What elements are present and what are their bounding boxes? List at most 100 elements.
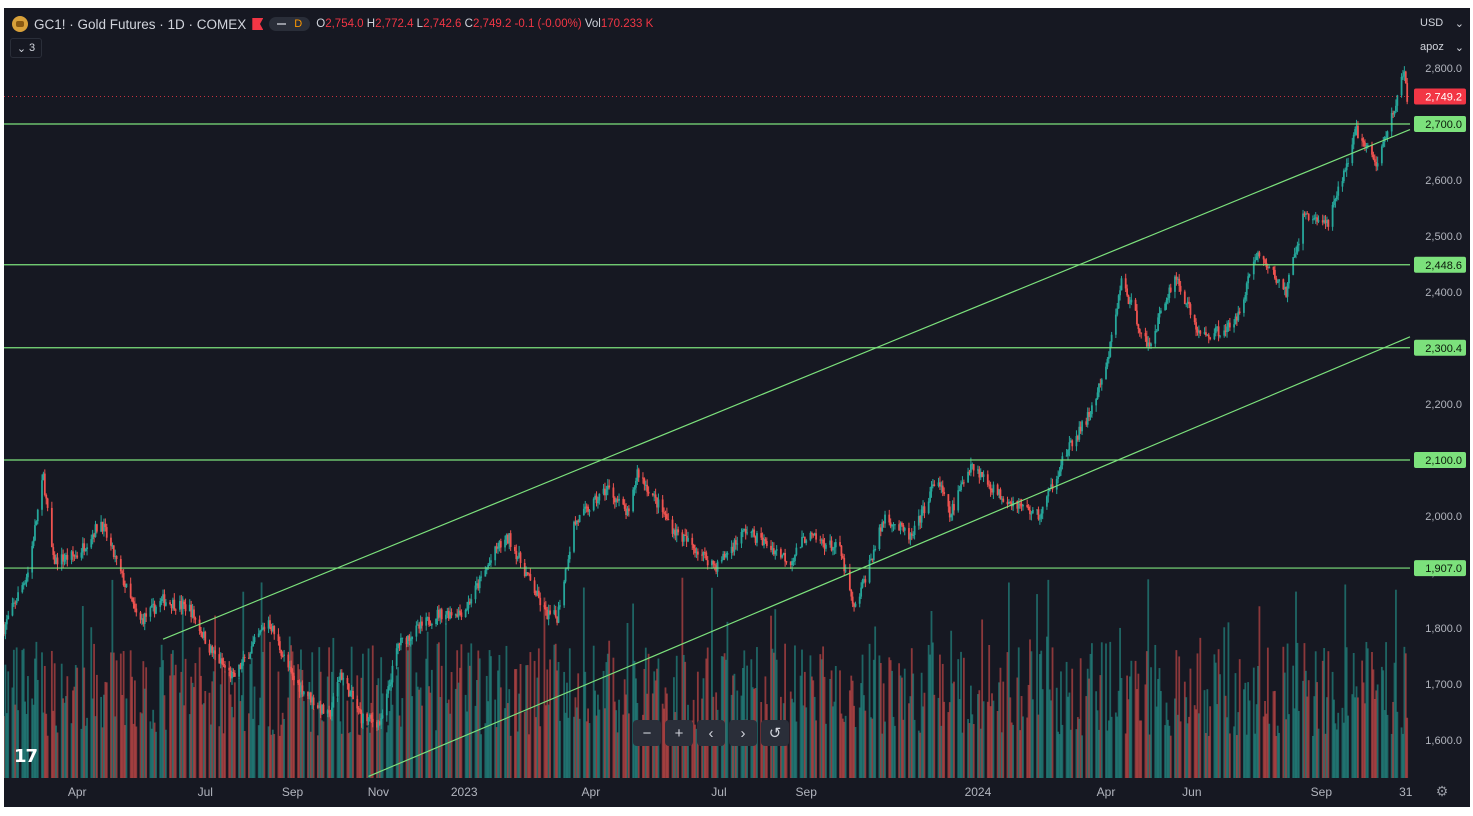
scroll-left-button[interactable]: ‹ — [697, 720, 725, 746]
volume-bar — [72, 690, 74, 778]
volume-bar — [190, 676, 193, 778]
volume-bar — [1114, 712, 1117, 778]
volume-bar — [25, 713, 28, 778]
volume-bar — [1124, 733, 1127, 778]
candle-body — [568, 551, 571, 560]
candle-body — [1371, 144, 1373, 155]
volume-bar — [612, 657, 615, 778]
channel-lower-trend-line — [368, 336, 1411, 777]
candle-body — [863, 579, 865, 581]
volume-bar — [878, 655, 881, 778]
volume-bar — [56, 732, 59, 778]
volume-bar — [1406, 717, 1409, 778]
chevron-down-icon: ⌄ — [16, 42, 27, 55]
symbol-title[interactable]: GC1! · Gold Futures · 1D · COMEX — [34, 16, 247, 32]
candle-body — [506, 534, 509, 544]
volume-bar — [637, 721, 640, 778]
volume-bar — [919, 732, 922, 778]
x-tick-label: Sep — [282, 785, 304, 799]
candle-body — [1355, 125, 1358, 130]
candle-body — [1392, 113, 1395, 115]
volume-bar — [1189, 668, 1192, 778]
volume-bar — [1244, 682, 1247, 778]
candle-body — [1257, 252, 1259, 257]
zoom-in-button[interactable]: + — [665, 720, 693, 746]
candle-body — [125, 583, 128, 588]
volume-bar — [111, 579, 114, 778]
candle-body — [1386, 131, 1389, 138]
zoom-out-button[interactable]: − — [633, 720, 661, 746]
candle-body — [712, 560, 715, 565]
volume-bar — [349, 732, 352, 778]
volume-bar — [899, 675, 902, 778]
volume-bar — [969, 685, 972, 778]
candle-body — [150, 605, 153, 608]
candle-body — [1057, 476, 1060, 479]
tradingview-logo-icon[interactable]: 17 — [14, 746, 38, 767]
indicator-collapse-button[interactable]: ⌄ 3 — [10, 38, 42, 58]
red-flag-icon[interactable] — [252, 18, 264, 30]
candle-body — [1311, 219, 1314, 221]
level-price-label: 1,907.0 — [1425, 563, 1462, 575]
candle-body — [293, 675, 295, 681]
candle-body — [882, 522, 885, 524]
volume-bar — [1357, 697, 1359, 778]
volume-bar — [464, 694, 467, 778]
candle-body — [170, 604, 173, 609]
candle-body — [378, 721, 381, 725]
candle-body — [1372, 154, 1375, 160]
volume-bar — [405, 642, 408, 778]
volume-bar — [813, 696, 816, 778]
scroll-right-button[interactable]: › — [729, 720, 757, 746]
volume-bar — [112, 652, 115, 778]
chart-frame[interactable]: 1,600.01,700.01,800.01,900.02,000.02,100… — [4, 8, 1470, 807]
volume-bar — [356, 675, 359, 778]
candle-body — [948, 506, 951, 518]
volume-bar — [1247, 682, 1250, 778]
price-chart[interactable]: 1,600.01,700.01,800.01,900.02,000.02,100… — [4, 8, 1470, 807]
volume-bar — [1130, 660, 1133, 778]
volume-bar — [1041, 689, 1044, 778]
candle-body — [174, 609, 177, 611]
volume-bar — [370, 702, 373, 778]
candle-body — [868, 559, 871, 583]
candle-body — [1302, 213, 1304, 244]
volume-bar — [685, 731, 688, 778]
volume-bar — [823, 676, 826, 778]
candle-body — [1286, 283, 1289, 297]
candle-body — [962, 482, 965, 484]
candle-body — [55, 557, 57, 565]
settings-gear-icon[interactable]: ⚙ — [1435, 782, 1449, 799]
currency-selector[interactable]: USD ⌄ — [1416, 13, 1468, 33]
symbol-header[interactable]: GC1! · Gold Futures · 1D · COMEX D O2,75… — [12, 14, 653, 34]
candle-body — [347, 683, 350, 697]
candle-body — [810, 532, 813, 534]
volume-bar — [667, 732, 670, 778]
volume-bar — [1344, 584, 1347, 778]
volume-bar — [543, 597, 546, 778]
candle-body — [819, 539, 822, 541]
candle-body — [774, 550, 777, 555]
candle-body — [636, 469, 639, 481]
candle-body — [1234, 316, 1237, 325]
volume-bar — [60, 663, 63, 778]
volume-bar — [840, 713, 843, 778]
volume-bar — [283, 718, 285, 778]
candle-body — [756, 533, 758, 543]
reset-chart-button[interactable]: ↺ — [761, 720, 789, 746]
open-value: 2,754.0 — [325, 18, 364, 30]
candle-body — [1157, 317, 1159, 331]
volume-bar — [743, 650, 746, 778]
volume-bar — [1095, 691, 1098, 778]
interval-label: D — [294, 18, 303, 30]
volume-bar — [411, 696, 414, 778]
volume-bar — [761, 724, 764, 778]
interval-badge[interactable]: D — [269, 17, 311, 31]
volume-bar — [153, 722, 156, 778]
volume-bar — [1165, 702, 1168, 778]
volume-bar — [170, 653, 173, 778]
candle-body — [114, 556, 117, 558]
scale-mode-selector[interactable]: apoz ⌄ — [1416, 37, 1468, 57]
candle-body — [53, 555, 56, 565]
candle-body — [968, 471, 971, 473]
